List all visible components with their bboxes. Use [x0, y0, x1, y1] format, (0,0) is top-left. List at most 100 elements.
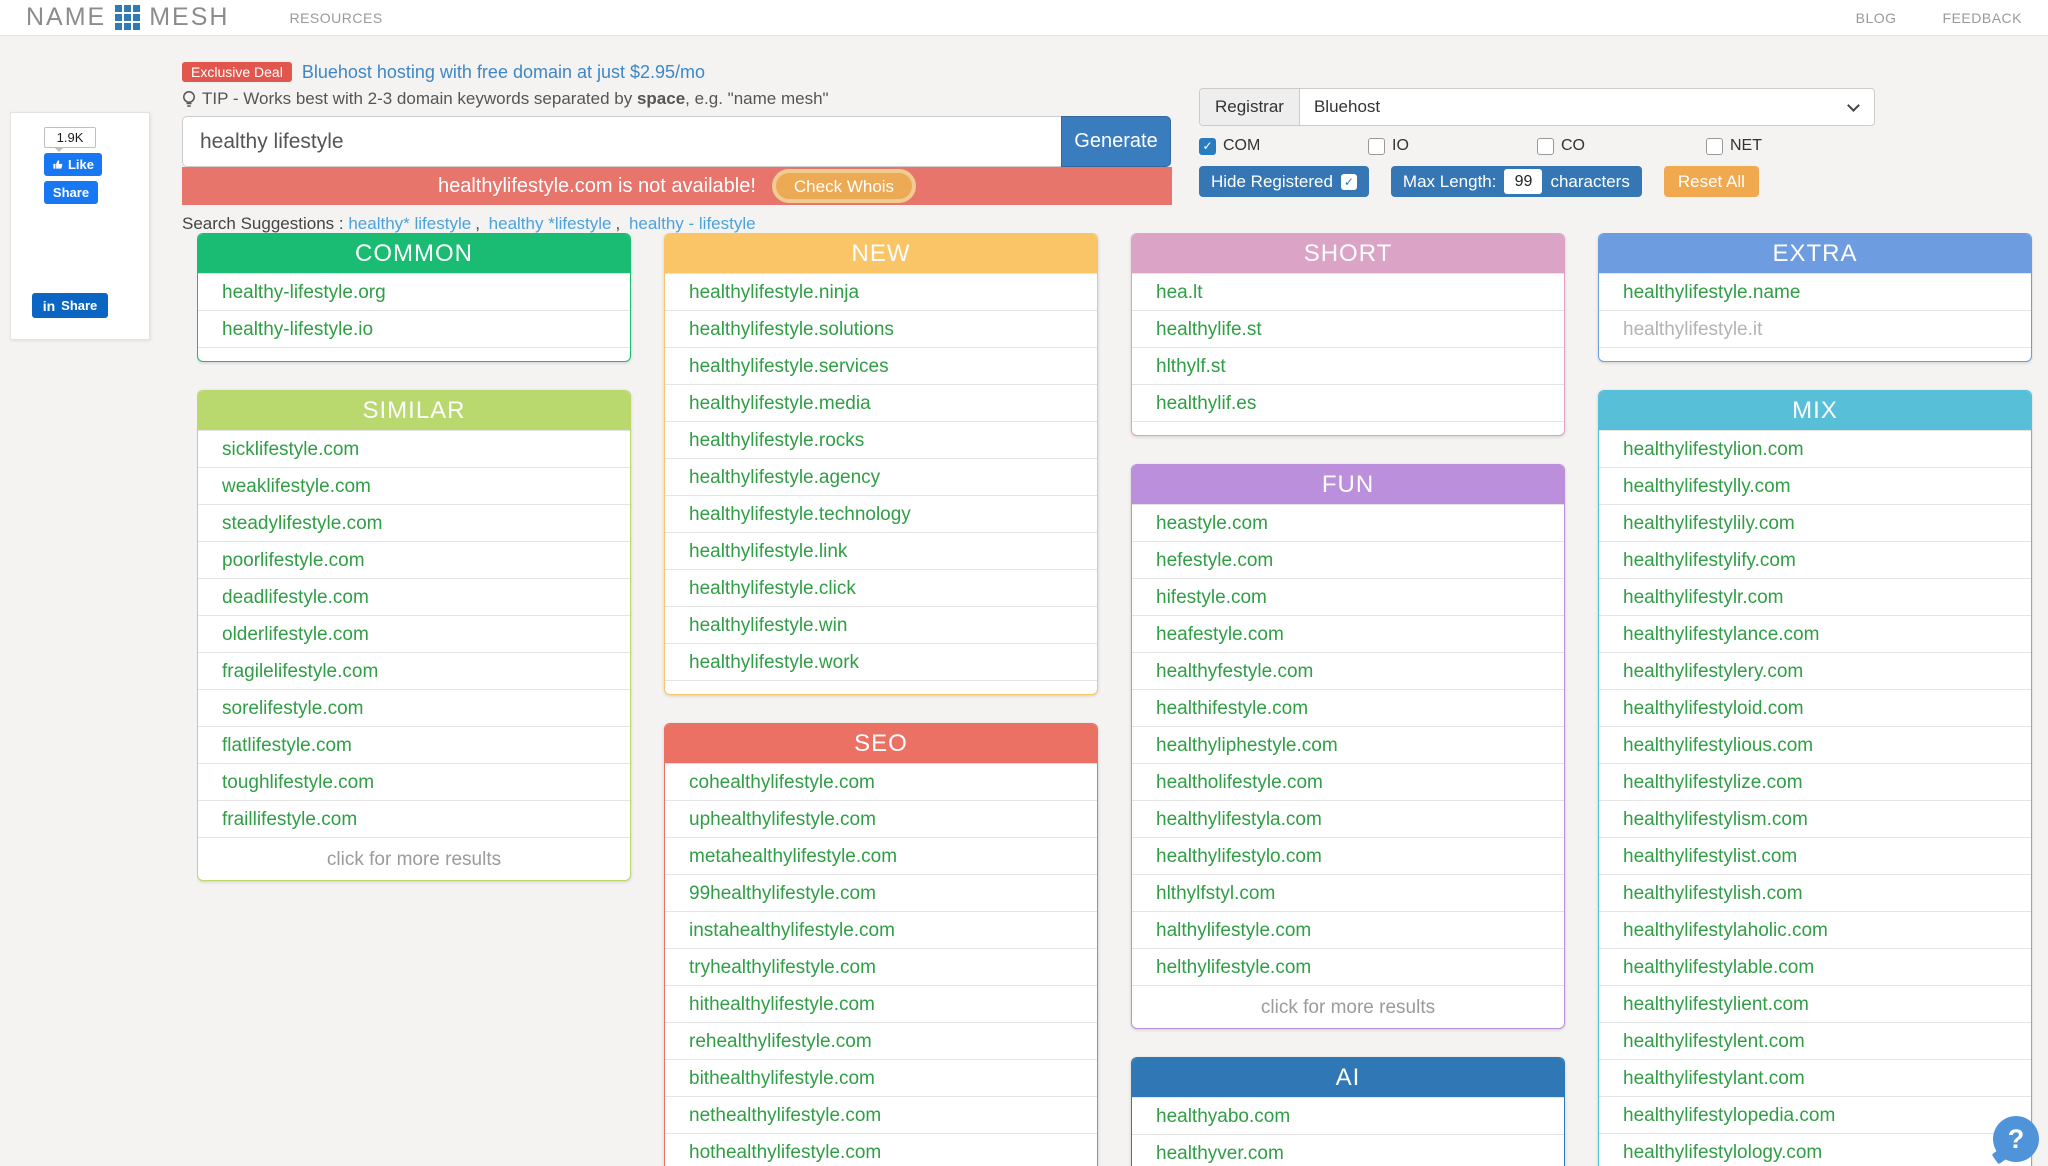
facebook-share-button[interactable]: Share: [44, 181, 98, 204]
domain-row[interactable]: toughlifestyle.com: [198, 763, 630, 800]
tld-checkbox-net[interactable]: NET: [1706, 137, 1875, 155]
domain-row[interactable]: sorelifestyle.com: [198, 689, 630, 726]
domain-row[interactable]: poorlifestyle.com: [198, 541, 630, 578]
domain-row[interactable]: healthylifestylent.com: [1599, 1022, 2031, 1059]
domain-row[interactable]: steadylifestyle.com: [198, 504, 630, 541]
domain-row[interactable]: helthylifestyle.com: [1132, 948, 1564, 985]
generate-button[interactable]: Generate: [1061, 116, 1171, 167]
domain-row[interactable]: healthylifestyle.click: [665, 569, 1097, 606]
domain-row[interactable]: healtholifestyle.com: [1132, 763, 1564, 800]
domain-row[interactable]: healthylifestyle.solutions: [665, 310, 1097, 347]
nav-resources[interactable]: RESOURCES: [289, 9, 383, 26]
domain-row[interactable]: 99healthylifestyle.com: [665, 874, 1097, 911]
tld-checkbox-com[interactable]: ✓ COM: [1199, 137, 1368, 155]
max-length-input[interactable]: [1504, 169, 1543, 194]
domain-row[interactable]: hea.lt: [1132, 273, 1564, 310]
domain-row[interactable]: healthylifestylious.com: [1599, 726, 2031, 763]
domain-row[interactable]: hifestyle.com: [1132, 578, 1564, 615]
tld-checkbox-io[interactable]: IO: [1368, 137, 1537, 155]
domain-row[interactable]: healthylifestyle.work: [665, 643, 1097, 680]
domain-row[interactable]: healthylifestyle.ninja: [665, 273, 1097, 310]
nav-feedback[interactable]: FEEDBACK: [1942, 9, 2022, 26]
domain-row[interactable]: healthylifestylish.com: [1599, 874, 2031, 911]
domain-row[interactable]: halthylifestyle.com: [1132, 911, 1564, 948]
domain-row[interactable]: uphealthylifestyle.com: [665, 800, 1097, 837]
domain-row[interactable]: olderlifestyle.com: [198, 615, 630, 652]
domain-row[interactable]: heafestyle.com: [1132, 615, 1564, 652]
domain-row[interactable]: hlthylfstyl.com: [1132, 874, 1564, 911]
domain-row[interactable]: hefestyle.com: [1132, 541, 1564, 578]
domain-row[interactable]: healthylifestylism.com: [1599, 800, 2031, 837]
more-results[interactable]: click for more results: [1132, 985, 1564, 1028]
domain-row[interactable]: healthylifestylant.com: [1599, 1059, 2031, 1096]
bluehost-deal-link[interactable]: Bluehost hosting with free domain at jus…: [301, 61, 706, 82]
domain-row[interactable]: healthylifestylily.com: [1599, 504, 2031, 541]
help-bubble-button[interactable]: ?: [1993, 1116, 2039, 1162]
nav-blog[interactable]: BLOG: [1855, 9, 1897, 26]
domain-row[interactable]: healthylife.st: [1132, 310, 1564, 347]
domain-row[interactable]: healthylifestyle.rocks: [665, 421, 1097, 458]
domain-row[interactable]: healthylifestyle.link: [665, 532, 1097, 569]
check-whois-button[interactable]: Check Whois: [771, 169, 917, 203]
domain-row[interactable]: bithealthylifestyle.com: [665, 1059, 1097, 1096]
domain-row[interactable]: fragilelifestyle.com: [198, 652, 630, 689]
domain-row[interactable]: healthylifestylly.com: [1599, 467, 2031, 504]
domain-row[interactable]: healthylifestyle.agency: [665, 458, 1097, 495]
reset-all-button[interactable]: Reset All: [1663, 166, 1759, 197]
domain-row[interactable]: healthy-lifestyle.org: [198, 273, 630, 310]
hide-registered-button[interactable]: Hide Registered ✓: [1199, 166, 1369, 197]
domain-row[interactable]: cohealthylifestyle.com: [665, 763, 1097, 800]
domain-row[interactable]: healthifestyle.com: [1132, 689, 1564, 726]
domain-row[interactable]: hlthylf.st: [1132, 347, 1564, 384]
domain-row[interactable]: hothealthylifestyle.com: [665, 1133, 1097, 1166]
domain-row[interactable]: healthylifestylaholic.com: [1599, 911, 2031, 948]
domain-row[interactable]: healthy-lifestyle.io: [198, 310, 630, 347]
domain-row[interactable]: healthylifestylify.com: [1599, 541, 2031, 578]
domain-row[interactable]: healthylifestylable.com: [1599, 948, 2031, 985]
domain-row[interactable]: healthylifestylance.com: [1599, 615, 2031, 652]
domain-row[interactable]: hithealthylifestyle.com: [665, 985, 1097, 1022]
domain-row[interactable]: metahealthylifestyle.com: [665, 837, 1097, 874]
facebook-like-button[interactable]: Like: [44, 153, 102, 176]
domain-row[interactable]: healthylifestylology.com: [1599, 1133, 2031, 1166]
domain-row[interactable]: healthylifestylr.com: [1599, 578, 2031, 615]
domain-row[interactable]: flatlifestyle.com: [198, 726, 630, 763]
suggestion-link-3[interactable]: healthy - lifestyle: [628, 214, 756, 233]
more-results[interactable]: click for more results: [198, 837, 630, 880]
tld-checkbox-co[interactable]: CO: [1537, 137, 1706, 155]
domain-row[interactable]: healthylifestyle.name: [1599, 273, 2031, 310]
domain-row[interactable]: healthylifestyloid.com: [1599, 689, 2031, 726]
domain-row[interactable]: tryhealthylifestyle.com: [665, 948, 1097, 985]
domain-row[interactable]: healthylifestyle.technology: [665, 495, 1097, 532]
domain-row[interactable]: fraillifestyle.com: [198, 800, 630, 837]
domain-row[interactable]: nethealthylifestyle.com: [665, 1096, 1097, 1133]
registrar-select[interactable]: Bluehost: [1300, 89, 1874, 125]
domain-row[interactable]: healthylifestylery.com: [1599, 652, 2031, 689]
logo[interactable]: NAME MESH: [26, 3, 229, 32]
domain-row[interactable]: healthylifestylion.com: [1599, 430, 2031, 467]
domain-row[interactable]: healthylifestyle.win: [665, 606, 1097, 643]
domain-row[interactable]: healthylifestylize.com: [1599, 763, 2031, 800]
domain-row[interactable]: healthylifestylist.com: [1599, 837, 2031, 874]
domain-row[interactable]: healthylif.es: [1132, 384, 1564, 421]
domain-row[interactable]: sicklifestyle.com: [198, 430, 630, 467]
domain-row[interactable]: rehealthylifestyle.com: [665, 1022, 1097, 1059]
domain-row[interactable]: healthylifestyle.it: [1599, 310, 2031, 347]
domain-row[interactable]: instahealthylifestyle.com: [665, 911, 1097, 948]
domain-row[interactable]: healthyfestyle.com: [1132, 652, 1564, 689]
suggestion-link-1[interactable]: healthy* lifestyle: [348, 214, 472, 233]
domain-row[interactable]: healthylifestyle.services: [665, 347, 1097, 384]
domain-row[interactable]: weaklifestyle.com: [198, 467, 630, 504]
domain-row[interactable]: healthyliphestyle.com: [1132, 726, 1564, 763]
suggestion-link-2[interactable]: healthy *lifestyle: [488, 214, 612, 233]
linkedin-share-button[interactable]: in Share: [32, 293, 108, 318]
domain-row[interactable]: healthylifestylient.com: [1599, 985, 2031, 1022]
domain-row[interactable]: healthylifestyla.com: [1132, 800, 1564, 837]
domain-row[interactable]: heastyle.com: [1132, 504, 1564, 541]
domain-row[interactable]: healthyabo.com: [1132, 1097, 1564, 1134]
domain-row[interactable]: healthylifestyle.media: [665, 384, 1097, 421]
domain-row[interactable]: healthyver.com: [1132, 1134, 1564, 1166]
domain-row[interactable]: healthylifestylopedia.com: [1599, 1096, 2031, 1133]
domain-row[interactable]: healthylifestylo.com: [1132, 837, 1564, 874]
domain-row[interactable]: deadlifestyle.com: [198, 578, 630, 615]
